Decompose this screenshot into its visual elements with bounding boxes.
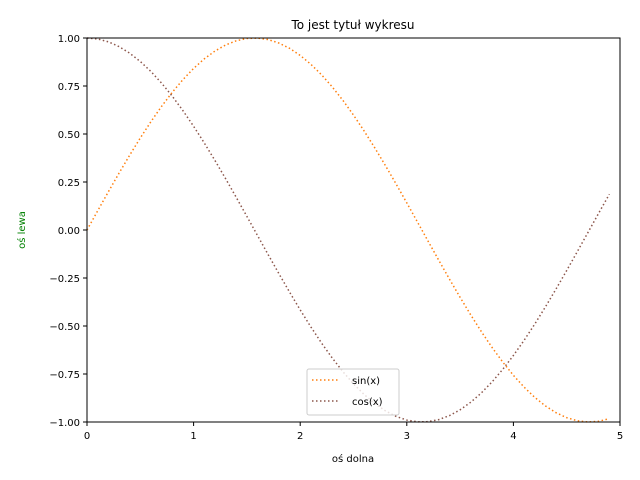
y-tick-label: −1.00 [49, 418, 80, 429]
y-tick-label: 0.00 [58, 226, 80, 237]
y-axis-ticks: −1.00 −0.75 −0.50 −0.25 0.00 0.25 0.50 0.75 1.00 [49, 34, 87, 429]
chart-title: To jest tytuł wykresu [290, 18, 414, 32]
y-tick-label: −0.75 [49, 370, 80, 381]
series-line-sinx [86, 37, 610, 423]
y-tick-label: 1.00 [58, 34, 80, 45]
x-axis-ticks: 0 1 2 3 4 5 [84, 422, 623, 442]
plot-lines [86, 37, 610, 423]
x-axis-label: oś dolna [332, 453, 374, 465]
legend-label-sin: sin(x) [352, 376, 380, 387]
x-tick-label: 4 [510, 431, 516, 442]
plot-frame [86, 37, 621, 423]
series-line-cosx [86, 37, 610, 423]
y-tick-label: −0.50 [49, 322, 80, 333]
x-tick-label: 0 [84, 431, 90, 442]
legend-box [306, 368, 400, 416]
y-axis-label: oś lewa [16, 211, 28, 249]
y-tick-label: 0.75 [58, 82, 80, 93]
x-tick-label: 5 [617, 431, 623, 442]
legend-label-cos: cos(x) [352, 397, 383, 408]
y-tick-label: −0.25 [49, 274, 80, 285]
x-tick-label: 3 [404, 431, 410, 442]
x-tick-label: 1 [190, 431, 196, 442]
y-tick-label: 0.25 [58, 178, 80, 189]
y-tick-label: 0.50 [58, 130, 80, 141]
x-tick-label: 2 [297, 431, 303, 442]
legend: sin(x) cos(x) [306, 368, 400, 416]
